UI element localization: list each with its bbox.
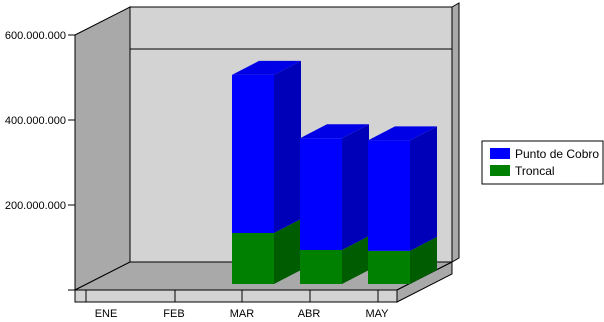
y-tick-label-200m: 200.000.000 bbox=[5, 200, 66, 212]
legend-label-punto-de-cobro: Punto de Cobro bbox=[515, 147, 599, 161]
bars-layer bbox=[232, 60, 437, 284]
bar-front-mar-troncal bbox=[232, 233, 274, 284]
x-axis: ENE FEB MAR ABR MAY bbox=[85, 290, 389, 320]
y-tick-label-600m: 600.000.000 bbox=[5, 30, 66, 42]
x-tick-label-may: MAY bbox=[365, 308, 389, 320]
bar-front-may-punto-de-cobro bbox=[368, 140, 410, 251]
bar-front-abr-troncal bbox=[300, 250, 342, 284]
bar-side-mar-troncal bbox=[274, 219, 301, 284]
bar-side-may-troncal bbox=[410, 236, 437, 284]
chart-right-wall bbox=[451, 2, 460, 263]
bar-front-abr-punto-de-cobro bbox=[300, 138, 342, 250]
legend-label-troncal: Troncal bbox=[515, 164, 555, 178]
bar-top-mar-punto-de-cobro bbox=[232, 60, 301, 75]
x-tick-label-abr: ABR bbox=[298, 308, 321, 320]
legend-swatch-troncal bbox=[490, 165, 510, 176]
bar-front-mar-punto-de-cobro bbox=[232, 74, 274, 234]
legend-swatch-punto-de-cobro bbox=[490, 148, 510, 159]
bar-top-abr-punto-de-cobro bbox=[300, 124, 369, 139]
bar-side-may-punto-de-cobro bbox=[410, 126, 437, 251]
chart-floor-front-edge bbox=[74, 289, 398, 303]
bar-front-may-troncal bbox=[368, 250, 410, 284]
x-tick-label-ene: ENE bbox=[95, 308, 118, 320]
bar-top-may-punto-de-cobro bbox=[368, 126, 437, 141]
chart-side-wall bbox=[74, 6, 131, 291]
bar-side-mar-punto-de-cobro bbox=[274, 60, 301, 234]
x-tick-label-feb: FEB bbox=[163, 308, 184, 320]
bar-side-abr-troncal bbox=[342, 236, 369, 284]
legend: Punto de Cobro Troncal bbox=[481, 140, 604, 185]
x-tick-label-mar: MAR bbox=[230, 308, 255, 320]
y-tick-label-400m: 400.000.000 bbox=[5, 115, 66, 127]
bar-side-abr-punto-de-cobro bbox=[342, 124, 369, 250]
